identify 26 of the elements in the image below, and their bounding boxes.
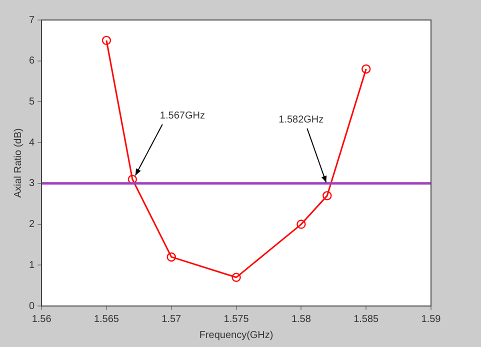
y-tick-label: 5 [29, 96, 35, 108]
x-axis-title: Frequency(GHz) [199, 330, 274, 341]
y-tick-label: 0 [29, 300, 35, 312]
point [322, 191, 332, 200]
x-tick-label: 1.575 [224, 314, 250, 325]
point [296, 220, 306, 229]
y-tick-label: 1 [29, 260, 35, 271]
annotation: 1.582GHz [278, 114, 324, 126]
y-tick-label: 6 [29, 56, 35, 67]
point [102, 36, 112, 46]
point [361, 64, 371, 74]
x-tick-label: 1.58 [291, 314, 312, 325]
point [166, 252, 176, 262]
point [232, 272, 241, 282]
x-tick-label: 1.565 [94, 314, 120, 325]
y-tick-label: 2 [29, 219, 35, 230]
x-tick-label: 1.585 [354, 314, 380, 325]
y-tick-label: 3 [29, 178, 35, 190]
y-tick-label: 7 [29, 14, 35, 26]
point [128, 174, 138, 184]
x-tick-label: 1.57 [162, 314, 182, 325]
y-axis-title: Axial Ratio (dB) [12, 128, 24, 198]
y-tick-label: 4 [29, 137, 35, 148]
annotation: 1.567GHz [160, 110, 205, 122]
x-tick-label: 1.59 [421, 314, 442, 325]
x-tick-label: 1.56 [32, 314, 52, 325]
